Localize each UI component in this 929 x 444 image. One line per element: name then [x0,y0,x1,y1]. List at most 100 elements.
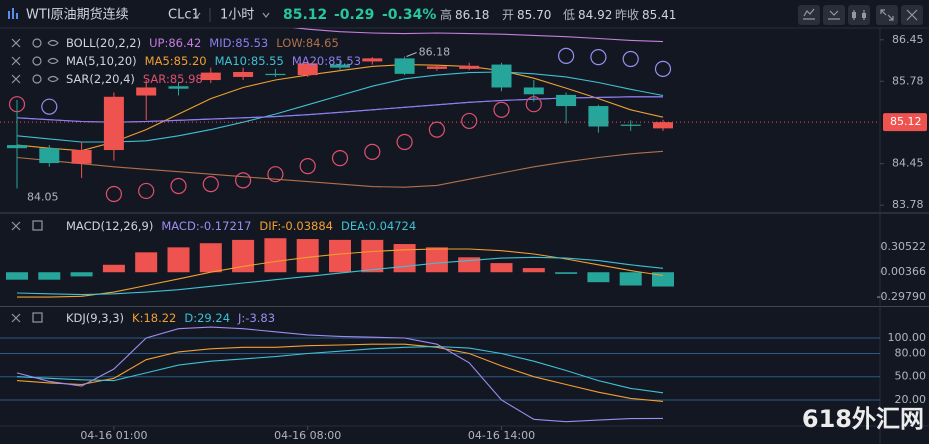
macd-bar [425,247,448,273]
visibility-icon[interactable] [47,39,59,47]
stat-value: 85.70 [517,8,551,22]
legend: KDJ(9,3,3) K:18.22 D:29.24 J:-3.83 [66,311,275,325]
macd-bar [167,247,190,273]
candle-body [426,66,447,69]
price: 85.12 [283,7,327,23]
remove-icon[interactable] [11,38,21,48]
settings-icon[interactable] [32,38,42,48]
settings-icon[interactable] [32,74,42,84]
symbol-icon [8,8,18,19]
interval[interactable]: 1小时 [220,8,254,23]
y-tick-label: 84.45 [892,157,924,170]
sar-dot [396,133,413,151]
x-tick-label: 04-16 08:00 [274,429,341,442]
icon [906,9,918,21]
stat-label: 高 [440,7,452,22]
legend-value: K:18.22 [132,311,176,325]
sar-dot [461,112,478,130]
symbol-code[interactable]: CLc1 [168,8,200,23]
visibility-icon[interactable] [47,57,59,65]
legend-value: MA20:85.53 [292,54,361,68]
candle-body [491,64,512,88]
sar-dot [267,166,284,183]
sar-dot [202,176,219,193]
stat: 开 85.70 [502,8,551,22]
y-tick-label: 83.78 [892,198,924,211]
candle-body [330,64,350,68]
kdj-pane [0,326,880,423]
change-percent: -0.34% [382,7,436,23]
legend-title: MA(5,10,20) [66,54,137,68]
sar-dot [622,50,639,68]
button[interactable] [848,5,870,25]
legend-value: MACD:-0.17217 [161,219,251,233]
macd-bar [490,263,513,273]
macd-bar [102,264,125,273]
dropdown-arrow[interactable] [262,12,270,18]
legend: MA(5,10,20) MA5:85.20 MA10:85.55 MA20:85.53 [66,54,361,68]
sar-dot [331,150,349,167]
remove-icon[interactable] [11,221,21,231]
macd-bar [522,268,545,273]
low-label: 84.05 [27,190,59,203]
y-tick-label: 80.00 [895,346,927,359]
dropdown-arrow[interactable] [193,12,201,18]
y-tick-label: 50.00 [895,370,927,383]
x-tick-label: 04-16 14:00 [468,429,535,442]
legend-title: BOLL(20,2,2) [66,36,141,50]
candle-body [103,96,124,151]
sar-dot [105,185,123,203]
button[interactable] [798,5,820,25]
visibility-icon[interactable] [47,75,59,83]
x-tick-label: 04-16 01:00 [80,429,147,442]
legend-title: SAR(2,20,4) [66,72,135,86]
stat-label: 开 [502,8,514,22]
stat: 低 84.92 [563,8,612,22]
remove-icon[interactable] [11,74,21,84]
kdj-line [16,345,664,394]
candle-body [71,150,92,164]
candle-body [39,148,60,164]
macd-bar [38,272,61,280]
legend-value: D:29.24 [184,311,230,325]
remove-icon[interactable] [11,56,21,66]
macd-bar [393,244,416,273]
y-tick-label: -0.29790 [877,290,926,303]
settings-icon[interactable] [32,220,43,231]
candle-body [136,87,157,96]
stat-value: 86.18 [455,8,489,22]
macd-pane [6,238,674,298]
stat-label: 昨收 [615,8,639,22]
candle-body [459,65,480,69]
stat: 昨收 85.41 [615,8,676,22]
kdj-line [16,343,664,402]
legend-value: MA5:85.20 [145,54,207,68]
button[interactable] [876,5,898,25]
legend-value: DEA:0.04724 [341,219,416,233]
indicator-line [292,28,664,43]
legend-value: LOW:84.65 [276,36,339,50]
last-price-box [883,113,927,132]
settings-icon[interactable] [32,312,43,323]
candle-body [265,73,286,76]
candle-body [233,71,254,77]
y-tick-label: 0.30522 [881,240,927,253]
high-label: 86.18 [419,45,451,58]
legend-value: MID:85.53 [209,36,268,50]
symbol-name[interactable]: WTI原油期货连续 [26,7,129,23]
legend-title: KDJ(9,3,3) [66,311,124,325]
candle-body [168,86,189,89]
macd-bar [70,272,93,277]
settings-icon[interactable] [32,56,42,66]
candle-body [620,124,641,126]
candle-body [394,58,415,74]
y-tick-label: 85.78 [892,74,924,87]
legend-title: MACD(12,26,9) [66,219,153,233]
icon [828,10,840,20]
sar-dot [557,47,575,64]
remove-icon[interactable] [11,313,21,323]
candle-body [200,72,221,81]
sar-dot [299,158,316,175]
